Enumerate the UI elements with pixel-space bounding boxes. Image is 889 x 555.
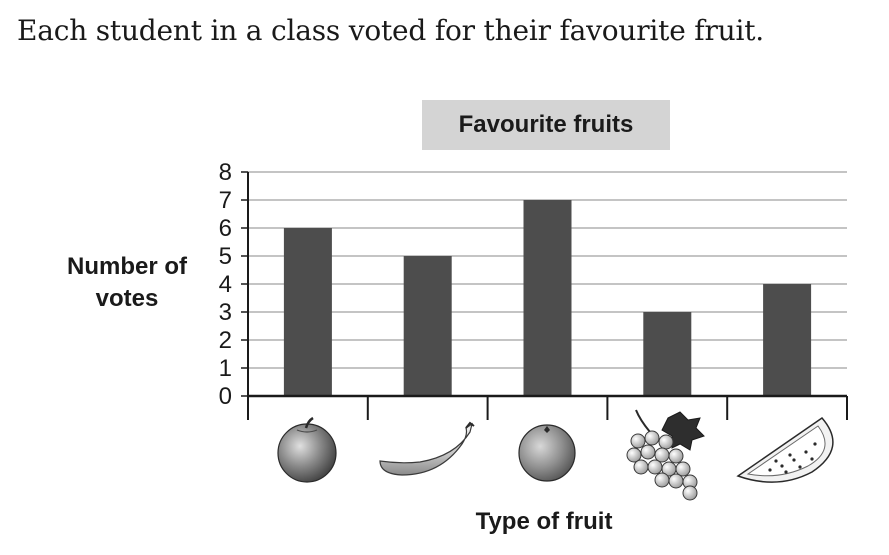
apple-icon: [277, 416, 337, 483]
banana-icon: [379, 421, 475, 476]
y-tick-label: 5: [219, 243, 232, 270]
y-tick-label: 1: [219, 355, 232, 382]
y-tick-label: 7: [219, 187, 232, 214]
y-axis-label: Number of votes: [38, 251, 216, 315]
bar-grapes: [643, 312, 692, 396]
chart-title: Favourite fruits: [458, 111, 634, 138]
y-tick-label: 6: [219, 215, 232, 242]
watermelon-icon: [736, 417, 834, 483]
chart-title-box: Favourite fruits: [422, 100, 670, 150]
bar-orange: [523, 200, 572, 396]
y-tick-label: 3: [219, 299, 232, 326]
question-text: Each student in a class voted for their …: [17, 14, 764, 47]
bar-watermelon: [763, 284, 812, 396]
orange-icon: [518, 424, 576, 482]
y-tick-label: 8: [219, 159, 232, 186]
y-tick-label: 0: [219, 383, 232, 410]
grapes-icon: [626, 409, 705, 501]
y-tick-label: 4: [219, 271, 232, 298]
y-axis-label-line-1: Number of: [67, 253, 187, 280]
bar-apple: [283, 228, 332, 396]
y-axis-label-line-2: votes: [95, 285, 159, 312]
y-tick-label: 2: [219, 327, 232, 354]
bar-banana: [403, 256, 452, 396]
x-axis-label: Type of fruit: [475, 508, 613, 535]
